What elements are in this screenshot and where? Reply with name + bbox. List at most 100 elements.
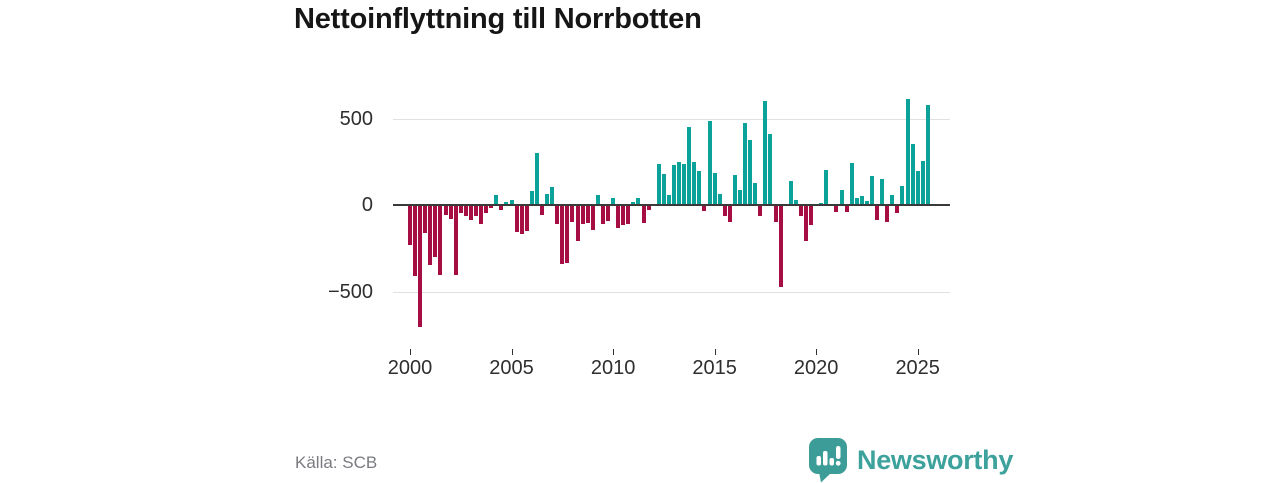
bar-2015Q4 bbox=[727, 206, 732, 222]
bar-2021Q1 bbox=[834, 206, 839, 213]
bar-2013Q3 bbox=[682, 164, 687, 205]
bar-2017Q4 bbox=[768, 134, 773, 205]
newsworthy-logo-text: Newsworthy bbox=[857, 444, 1014, 475]
bar-2008Q1 bbox=[570, 206, 575, 223]
x-tick-2000 bbox=[410, 349, 411, 355]
bar-2021Q4 bbox=[849, 163, 854, 205]
y-tick-label--500: −500 bbox=[327, 280, 373, 303]
bar-2011Q4 bbox=[646, 206, 651, 211]
x-tick-label-2015: 2015 bbox=[692, 357, 737, 379]
newsworthy-logo-icon bbox=[809, 438, 847, 483]
bar-2008Q2 bbox=[575, 206, 580, 242]
bar-2014Q1 bbox=[692, 161, 697, 205]
bar-2021Q3 bbox=[844, 206, 849, 213]
newsworthy-logo[interactable]: Newsworthy bbox=[808, 437, 1013, 483]
bar-2004Q3 bbox=[499, 206, 504, 211]
bar-2017Q3 bbox=[763, 101, 768, 205]
bar-2014Q2 bbox=[697, 171, 702, 205]
bar-2014Q4 bbox=[707, 121, 712, 205]
bar-2002Q4 bbox=[463, 206, 468, 217]
x-tick-2020 bbox=[816, 349, 818, 355]
bar-2003Q3 bbox=[479, 206, 484, 225]
bar-2007Q1 bbox=[550, 186, 555, 205]
bar-2002Q3 bbox=[458, 206, 463, 213]
bar-2017Q2 bbox=[758, 206, 763, 217]
bar-2009Q1 bbox=[590, 206, 595, 231]
x-tick-2025 bbox=[917, 349, 919, 355]
x-tick-2015 bbox=[714, 349, 716, 355]
bar-2012Q4 bbox=[666, 194, 671, 205]
bar-2005Q1 bbox=[509, 199, 514, 205]
bar-2009Q4 bbox=[606, 206, 610, 221]
bar-2010Q4 bbox=[626, 206, 631, 225]
x-tick-label-2000: 2000 bbox=[387, 357, 433, 379]
bar-2000Q4 bbox=[423, 206, 428, 233]
bar-2004Q4 bbox=[504, 201, 509, 205]
bar-2005Q3 bbox=[519, 206, 524, 234]
x-tick-2010 bbox=[613, 349, 615, 355]
bar-2013Q4 bbox=[687, 127, 692, 205]
bar-2019Q3 bbox=[804, 206, 808, 242]
bar-2004Q2 bbox=[494, 195, 499, 205]
bar-2018Q1 bbox=[773, 206, 778, 222]
gridline--500 bbox=[393, 291, 950, 293]
gridline-500 bbox=[393, 118, 950, 120]
bar-2016Q3 bbox=[743, 122, 748, 205]
bar-2025Q3 bbox=[925, 104, 930, 205]
bar-2002Q2 bbox=[453, 206, 458, 276]
bar-2024Q1 bbox=[895, 206, 900, 213]
bar-2005Q2 bbox=[514, 206, 519, 232]
bar-2024Q4 bbox=[910, 143, 915, 205]
bar-2000Q3 bbox=[418, 206, 423, 328]
plot-area: 2000 2005 2010 2015 2020 2025 bbox=[388, 95, 950, 379]
bar-2001Q2 bbox=[433, 206, 438, 258]
bar-2022Q4 bbox=[870, 175, 874, 205]
bar-2013Q1 bbox=[672, 165, 676, 205]
bar-2011Q3 bbox=[641, 206, 646, 224]
bar-2008Q3 bbox=[580, 206, 585, 225]
bar-2006Q3 bbox=[540, 206, 544, 215]
chart-title: Nettoinflyttning till Norrbotten bbox=[294, 3, 702, 35]
bar-2007Q2 bbox=[555, 206, 560, 225]
bar-2022Q1 bbox=[854, 198, 859, 205]
bar-2019Q1 bbox=[793, 199, 798, 205]
y-tick-label-0: 0 bbox=[361, 194, 373, 216]
bar-2016Q4 bbox=[748, 140, 753, 205]
bar-2013Q2 bbox=[677, 161, 682, 205]
bar-2015Q1 bbox=[712, 172, 717, 205]
bar-2022Q3 bbox=[864, 200, 869, 205]
bar-2000Q1 bbox=[408, 206, 412, 245]
bar-2001Q3 bbox=[438, 206, 443, 276]
bar-2009Q3 bbox=[600, 206, 605, 225]
bar-2002Q1 bbox=[448, 206, 453, 219]
bar-2023Q1 bbox=[875, 206, 880, 220]
bar-2007Q3 bbox=[560, 206, 565, 264]
bar-2003Q1 bbox=[468, 206, 473, 220]
bar-2006Q1 bbox=[529, 191, 534, 205]
bar-2003Q4 bbox=[484, 206, 489, 213]
bar-2025Q2 bbox=[920, 160, 925, 205]
bar-2023Q2 bbox=[880, 179, 885, 205]
bar-2005Q4 bbox=[524, 206, 529, 232]
bar-2012Q2 bbox=[656, 164, 661, 205]
x-tick-label-2005: 2005 bbox=[489, 357, 534, 379]
bar-2003Q2 bbox=[474, 206, 478, 217]
bar-2000Q2 bbox=[413, 206, 418, 277]
bar-2024Q2 bbox=[900, 185, 905, 205]
bar-2006Q2 bbox=[534, 153, 539, 205]
bar-2020Q3 bbox=[824, 170, 829, 205]
bar-2007Q4 bbox=[565, 206, 570, 264]
bar-2011Q2 bbox=[636, 198, 641, 205]
x-tick-label-2010: 2010 bbox=[590, 357, 636, 379]
bar-2022Q2 bbox=[859, 196, 864, 205]
x-tick-label-2025: 2025 bbox=[895, 357, 940, 379]
bar-2015Q3 bbox=[722, 206, 727, 217]
bar-2009Q2 bbox=[595, 195, 600, 205]
zero-axis-line bbox=[393, 204, 950, 206]
bar-2008Q4 bbox=[585, 206, 590, 224]
bar-2018Q4 bbox=[788, 180, 793, 205]
bar-2023Q3 bbox=[885, 206, 890, 222]
x-tick-label-2020: 2020 bbox=[793, 357, 839, 379]
bar-2019Q4 bbox=[809, 206, 814, 226]
y-tick-label-500: 500 bbox=[339, 107, 373, 130]
